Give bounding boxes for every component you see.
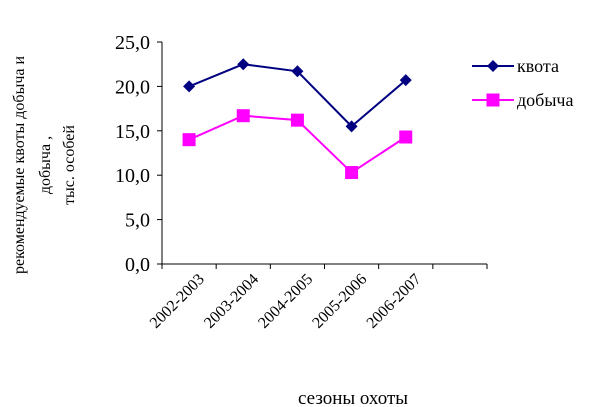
data-point [290,113,304,127]
y-tick-label: 0,0 [125,254,150,276]
y-axis-title-line-3: тыс. особей [61,125,78,205]
x-tick-label: 2006-2007 [364,271,425,332]
data-point [291,65,304,78]
data-point [236,109,250,123]
legend-label: добыча [517,90,573,110]
y-axis-title-line-1: рекомендуемые квоты добыча и [11,56,28,274]
y-tick-label: 20,0 [115,76,150,98]
data-point [399,130,413,144]
y-tick-label: 10,0 [115,165,150,187]
y-tick-label: 25,0 [115,32,150,54]
series-2 [182,109,413,180]
y-tick-label: 15,0 [115,121,150,143]
y-axis-title-line-2: добыча , [37,136,54,194]
data-point [345,166,359,180]
legend-marker [486,93,500,107]
data-point [399,74,412,87]
x-tick-label: 2005-2006 [309,271,370,332]
x-tick-label: 2002-2003 [147,271,208,332]
data-point [237,58,250,71]
x-axis-title: сезоны охоты [298,388,408,407]
data-point [345,120,358,133]
data-point [182,133,196,147]
legend-marker [487,60,499,72]
legend: квота добыча [472,56,573,110]
series-1 [183,58,412,133]
y-tick-label: 5,0 [125,210,150,232]
x-tick-label: 2004-2005 [255,271,316,332]
y-axis-title: рекомендуемые квоты добыча и добыча , ты… [11,56,78,274]
x-tick-label: 2003-2004 [201,271,262,332]
legend-label: квота [517,56,559,76]
data-point [183,80,196,93]
